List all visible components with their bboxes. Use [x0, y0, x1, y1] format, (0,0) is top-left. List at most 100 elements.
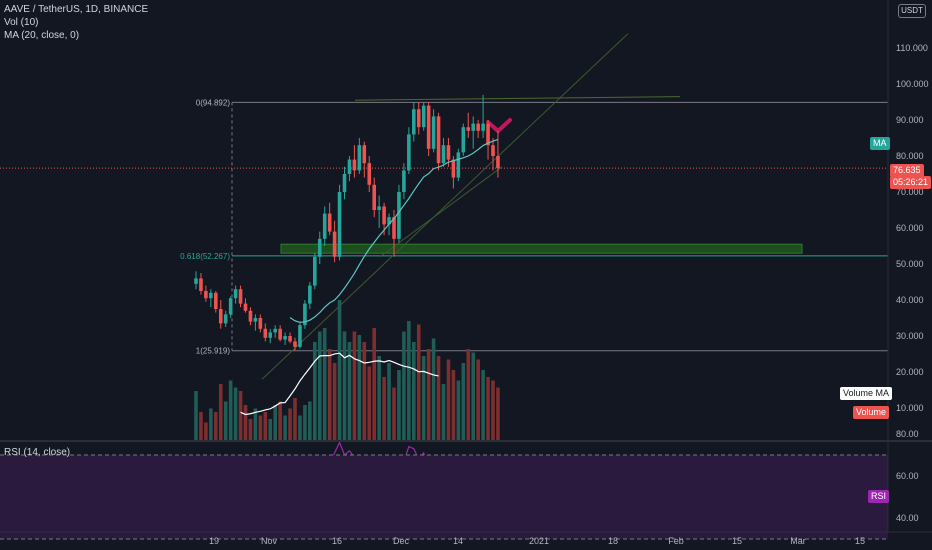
price-tick: 30.000: [896, 331, 924, 341]
volume-bar: [486, 377, 490, 440]
rsi-band: [0, 455, 888, 539]
candle-body: [293, 341, 297, 347]
volume-bar: [491, 380, 495, 440]
volume-bar: [347, 342, 352, 440]
candle-body: [238, 289, 243, 304]
volume-bar: [431, 338, 436, 440]
candle-body: [347, 159, 352, 174]
volume-bar: [243, 405, 248, 440]
candle-body: [243, 303, 248, 311]
rsi-legend[interactable]: RSI (14, close): [4, 447, 71, 458]
candle-body: [273, 328, 277, 333]
volume-bar: [387, 363, 391, 440]
fib-label: 0(94.892): [196, 98, 231, 107]
candle-body: [288, 336, 292, 342]
last-price-tag: 76.635: [890, 164, 924, 177]
volume-bar: [278, 401, 282, 440]
demand-zone: [280, 243, 803, 254]
volume-legend[interactable]: Vol (10): [4, 17, 39, 28]
ma-legend[interactable]: MA (20, close, 0): [4, 30, 80, 41]
candle-body: [486, 123, 490, 146]
candle-body: [204, 291, 208, 299]
candle-body: [362, 145, 367, 164]
candle-body: [278, 328, 282, 340]
ma20-line: [289, 138, 499, 323]
volume-bar: [204, 422, 208, 440]
volume-bar: [357, 335, 362, 440]
candle-body: [402, 170, 406, 192]
candle-body: [367, 163, 372, 185]
price-tick: 100.000: [896, 79, 929, 89]
candle-body: [426, 105, 431, 149]
candle-body: [298, 325, 302, 347]
candle-body: [233, 289, 238, 299]
volume-bar: [342, 331, 347, 440]
volume-bar: [461, 363, 466, 440]
ma-tag: MA: [870, 137, 890, 150]
price-tick: 10.000: [896, 403, 924, 413]
time-tick: 2021: [529, 536, 549, 546]
symbol-legend[interactable]: AAVE / TetherUS, 1D, BINANCE: [4, 4, 149, 15]
candle-body: [496, 156, 500, 169]
candle-body: [476, 123, 480, 131]
candle-body: [397, 192, 401, 239]
volume-tag: Volume: [853, 406, 890, 419]
volume-bar: [377, 356, 381, 440]
candle-body: [436, 116, 441, 164]
price-tick: 20.000: [896, 367, 924, 377]
rsi-tick: 40.00: [896, 513, 919, 523]
volume-bar: [352, 331, 357, 440]
volume-bar: [218, 384, 223, 440]
candle-body: [352, 159, 357, 171]
price-tick: 110.000: [896, 43, 928, 53]
candle-body: [491, 145, 495, 156]
volume-bar: [382, 377, 386, 440]
candle-body: [377, 206, 381, 210]
candle-body: [209, 292, 213, 299]
candle-body: [337, 192, 342, 257]
candle-body: [357, 145, 362, 171]
time-tick: 16: [332, 536, 342, 546]
volume-bar: [466, 349, 471, 440]
volume-bar: [194, 391, 198, 440]
time-tick: 14: [453, 536, 463, 546]
volume-bar: [313, 342, 317, 440]
candle-body: [214, 292, 218, 309]
volume-bar: [293, 398, 297, 440]
price-tick: 60.000: [896, 223, 924, 233]
volume-bar: [402, 331, 406, 440]
rsi-tag: RSI: [868, 490, 890, 503]
currency-badge[interactable]: USDT: [898, 4, 926, 18]
candle-body: [416, 109, 421, 128]
candle-body: [253, 318, 258, 322]
volume-bar: [397, 370, 401, 440]
volume-bar: [421, 356, 426, 440]
candle-body: [283, 336, 287, 340]
volume-bar: [288, 408, 292, 440]
volume-bar: [362, 342, 367, 440]
time-tick: 15: [855, 536, 865, 546]
volume-bar: [476, 359, 480, 440]
countdown-tag: 05:26:21: [890, 176, 932, 189]
trendline-long: [261, 33, 629, 380]
fib-label: 1(25.919): [196, 347, 231, 356]
candle-body: [446, 145, 451, 160]
candle-body: [407, 134, 411, 171]
volume-bar: [436, 356, 441, 440]
candle-body: [471, 123, 475, 131]
volume-bar: [223, 401, 228, 440]
candle-body: [382, 206, 386, 225]
candle-body: [392, 217, 396, 239]
candle-body: [327, 213, 332, 232]
volume-bar: [332, 363, 337, 440]
volume-bar: [209, 408, 213, 440]
volume-bar: [367, 366, 372, 440]
candle-body: [194, 278, 198, 284]
volume-bar: [441, 384, 446, 440]
candle-body: [451, 159, 456, 178]
candle-body: [421, 105, 426, 128]
fib-label: 0.618(52.267): [180, 252, 230, 261]
volume-bar: [253, 408, 258, 440]
candle-body: [248, 310, 253, 322]
